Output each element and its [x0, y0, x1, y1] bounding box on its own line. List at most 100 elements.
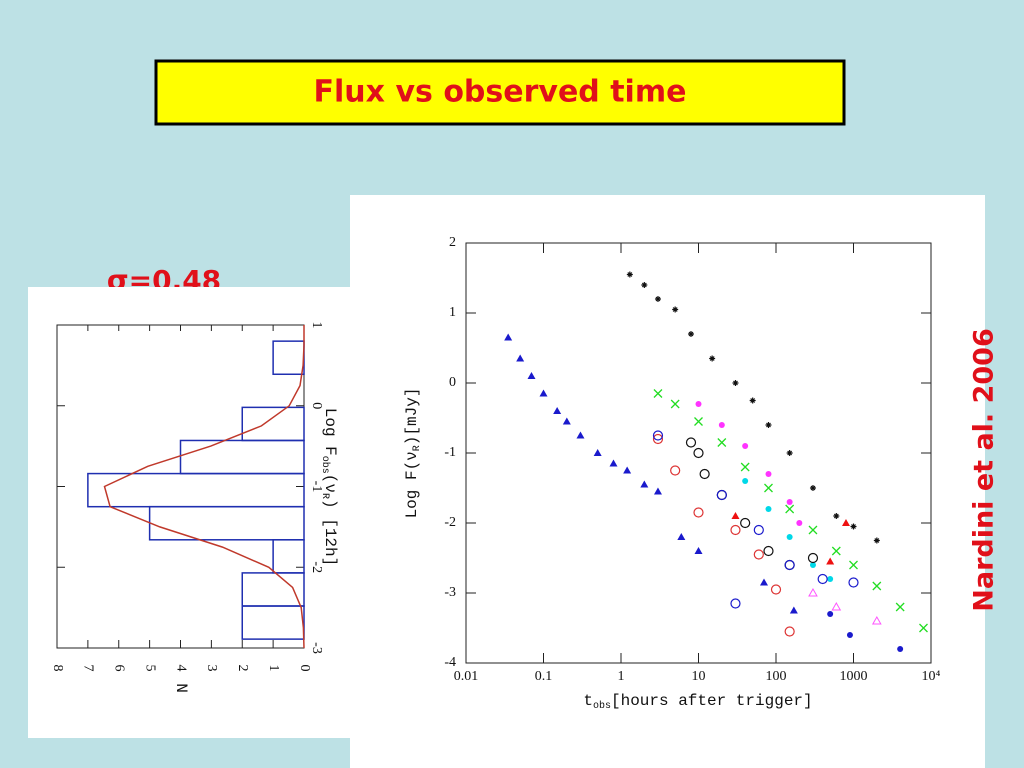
- citation: Nardini et al. 2006: [969, 328, 1000, 612]
- data-point: [687, 331, 694, 337]
- data-point: [871, 615, 882, 625]
- x-tick-label: 0: [309, 402, 324, 409]
- left-panel: [28, 287, 350, 738]
- data-point: [653, 487, 662, 495]
- label-part: (ν: [321, 474, 339, 493]
- data-point: [652, 433, 664, 445]
- histogram-bar: [241, 406, 305, 442]
- y-tick-label: 0: [449, 375, 456, 390]
- data-point: [677, 533, 686, 540]
- label-part: R: [319, 493, 330, 499]
- x-tick-label: 0.01: [454, 669, 479, 684]
- x-axis-label: tobs[hours after trigger]: [583, 692, 812, 711]
- data-point: [764, 483, 773, 493]
- data-point: [716, 489, 727, 501]
- label-part: ) [12h]: [321, 499, 339, 566]
- data-point: [593, 449, 602, 456]
- x-tick-label: -3: [309, 642, 324, 654]
- data-point: [784, 559, 795, 571]
- data-point: [763, 545, 774, 557]
- data-point: [785, 504, 795, 514]
- data-point: [796, 520, 803, 526]
- data-point: [562, 417, 571, 425]
- label-part: [hours after trigger]: [611, 692, 813, 710]
- data-point: [786, 534, 793, 540]
- data-point: [919, 623, 928, 633]
- data-point: [765, 506, 772, 512]
- label-part: t: [583, 692, 593, 710]
- x-tick-label: 1: [618, 669, 625, 684]
- data-point: [685, 437, 697, 448]
- y-tick-label: 2: [449, 235, 456, 250]
- label-part: Log F: [321, 408, 339, 456]
- data-point: [699, 468, 710, 480]
- data-point: [765, 422, 772, 428]
- data-point: [786, 499, 793, 505]
- y-tick-label: 4: [173, 665, 188, 672]
- data-point: [809, 485, 816, 491]
- data-point: [695, 401, 702, 407]
- data-point: [826, 557, 835, 565]
- x-tick-label: 10⁴: [922, 669, 941, 684]
- data-point: [786, 450, 793, 456]
- y-tick-label: -3: [444, 585, 456, 600]
- data-point: [770, 584, 782, 595]
- data-point: [753, 549, 764, 560]
- data-point: [848, 577, 859, 588]
- x-axis-label: Log Fobs(νR) [12h]: [319, 408, 338, 566]
- y-tick-label: 1: [449, 305, 456, 320]
- y-tick-label: 8: [50, 665, 65, 672]
- data-point: [730, 524, 741, 536]
- data-point: [730, 598, 741, 609]
- data-point: [765, 471, 772, 477]
- data-point: [709, 355, 716, 362]
- data-point: [670, 465, 681, 476]
- data-point: [849, 560, 858, 570]
- data-point: [731, 512, 740, 519]
- label-part: obs: [593, 700, 611, 712]
- data-point: [732, 380, 739, 386]
- data-point: [539, 389, 548, 397]
- data-point: [652, 430, 664, 441]
- data-point: [742, 478, 749, 484]
- y-tick-label: 1: [266, 665, 281, 672]
- data-point: [672, 306, 679, 313]
- data-point: [718, 422, 725, 428]
- data-point: [831, 546, 841, 556]
- right-panel: [350, 195, 985, 768]
- label-part: )[mJy]: [403, 388, 421, 446]
- label-part: R: [412, 445, 423, 451]
- data-point: [808, 587, 818, 597]
- data-point: [740, 462, 750, 472]
- data-point: [641, 282, 648, 288]
- y-tick-label: 7: [81, 665, 96, 672]
- data-point: [789, 606, 798, 614]
- y-tick-label: 2: [235, 665, 250, 672]
- y-tick-label: 3: [204, 665, 219, 672]
- y-tick-label: -1: [444, 445, 456, 460]
- data-point: [784, 626, 795, 637]
- x-tick-label: 10: [692, 669, 706, 684]
- y-tick-label: -2: [444, 515, 456, 530]
- y-tick-label: 0: [297, 665, 312, 672]
- label-part: obs: [319, 456, 331, 474]
- data-point: [516, 354, 525, 362]
- x-tick-label: 0.1: [535, 669, 553, 684]
- data-point: [670, 399, 680, 409]
- data-point: [553, 407, 562, 414]
- y-tick-label: 5: [142, 665, 157, 672]
- x-tick-label: 1000: [840, 669, 868, 684]
- x-tick-label: -2: [309, 561, 324, 573]
- data-point: [576, 431, 585, 439]
- data-point: [831, 601, 842, 611]
- fit-curve: [103, 325, 305, 649]
- data-point: [827, 611, 834, 617]
- x-tick-label: 1: [309, 322, 324, 329]
- y-tick-label: 6: [112, 665, 127, 672]
- data-point: [504, 333, 513, 341]
- data-point: [749, 397, 756, 404]
- data-point: [653, 389, 663, 398]
- data-point: [841, 519, 850, 526]
- data-point: [872, 581, 882, 591]
